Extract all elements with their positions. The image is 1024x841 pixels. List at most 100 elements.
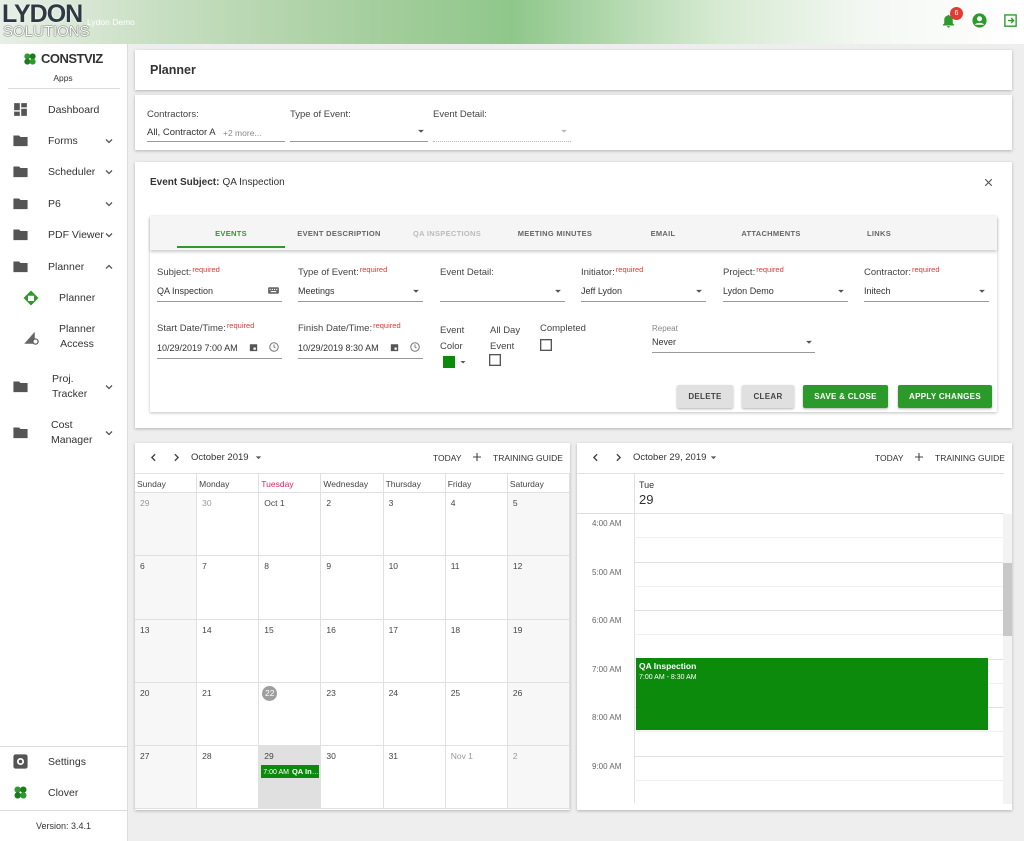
field-input[interactable] (157, 281, 282, 302)
add-button[interactable] (913, 451, 925, 463)
field-input[interactable] (581, 281, 706, 302)
training-guide[interactable]: TRAINING GUIDE (493, 453, 563, 463)
field-input[interactable] (298, 281, 423, 302)
day-cell[interactable] (507, 619, 570, 683)
day-cell[interactable] (445, 746, 508, 810)
day-cell[interactable] (321, 682, 384, 747)
day-cell[interactable] (321, 619, 384, 683)
next-button[interactable] (612, 451, 625, 464)
menu-item[interactable]: Clover (48, 787, 79, 799)
today-button[interactable]: TODAY (875, 453, 904, 463)
input-icon (267, 284, 280, 297)
day-cell[interactable] (135, 493, 198, 557)
today-button[interactable]: TODAY (433, 453, 462, 463)
prev-button[interactable] (589, 451, 602, 464)
day-cell[interactable] (259, 556, 322, 620)
day-cell[interactable] (259, 493, 322, 557)
day-cell[interactable] (321, 556, 384, 620)
menu-item[interactable]: P6 (48, 198, 61, 210)
tab[interactable]: QA INSPECTIONS (412, 229, 482, 238)
menu-item[interactable]: Dashboard (48, 104, 100, 116)
completed-checkbox[interactable] (538, 337, 554, 353)
scrollbar (1003, 514, 1012, 804)
menu-item[interactable]: PDF Viewer (48, 229, 104, 241)
menu-item[interactable]: Cost Manager (51, 419, 93, 446)
icon-shape (977, 16, 982, 22)
tab[interactable]: ATTACHMENTS (741, 229, 801, 238)
day-cell[interactable] (321, 746, 384, 810)
day-cell[interactable] (445, 682, 508, 747)
menu-item[interactable]: Planner (48, 261, 85, 273)
filter-input[interactable] (290, 125, 428, 142)
add-button[interactable] (471, 451, 483, 463)
day-cell[interactable] (135, 619, 198, 683)
day-cell[interactable] (197, 682, 260, 747)
day-cell[interactable] (383, 556, 446, 620)
menu-item[interactable]: Scheduler (48, 166, 96, 178)
menu-item[interactable]: Proj. Tracker (52, 373, 88, 400)
prev-button[interactable] (147, 451, 160, 464)
day-cell[interactable] (445, 493, 508, 557)
tab[interactable]: EVENTS (215, 229, 247, 238)
day-cell[interactable] (197, 493, 260, 557)
icon-shape (14, 792, 21, 799)
date-icon (389, 342, 400, 353)
day-cell[interactable] (383, 619, 446, 683)
button[interactable]: SAVE & CLOSE (803, 385, 888, 408)
day-cell[interactable] (507, 556, 570, 620)
menu-item[interactable]: Planner Access (59, 323, 96, 350)
day-cell[interactable] (445, 619, 508, 683)
field-input[interactable] (440, 281, 565, 302)
field-input[interactable] (864, 281, 989, 302)
filter-input[interactable] (433, 125, 571, 142)
day-cell[interactable] (383, 682, 446, 747)
day-cell[interactable] (259, 619, 322, 683)
menu-item[interactable]: Forms (48, 135, 78, 147)
day-cell[interactable] (135, 746, 198, 810)
event-title: QA Inspection (639, 661, 697, 671)
tab[interactable]: EVENT DESCRIPTION (297, 229, 381, 238)
icon-shape (555, 289, 561, 293)
day-number: 6 (140, 561, 145, 572)
calendar-title[interactable]: October 2019 (191, 452, 249, 463)
day-cell[interactable] (383, 493, 446, 557)
day-cell[interactable] (197, 746, 260, 810)
day-number-today: 22 (262, 685, 278, 701)
color-swatch[interactable] (443, 356, 455, 368)
day-cell[interactable] (321, 493, 384, 557)
field-input[interactable] (157, 338, 282, 359)
icon-shape (105, 202, 113, 207)
field-input[interactable] (298, 338, 423, 359)
day-cell[interactable] (135, 682, 198, 747)
all-day-checkbox[interactable] (487, 352, 503, 368)
day-cell[interactable] (445, 556, 508, 620)
filter-input[interactable] (147, 125, 285, 142)
version: Version: 3.4.1 (35, 821, 92, 831)
field-input[interactable] (723, 281, 848, 302)
button[interactable]: APPLY CHANGES (898, 385, 992, 408)
menu-item[interactable]: Planner (59, 292, 96, 304)
button[interactable]: DELETE (677, 385, 733, 408)
menu-item[interactable]: Settings (48, 756, 86, 768)
day-cell[interactable] (507, 682, 570, 747)
day-cell[interactable] (383, 746, 446, 810)
tab[interactable]: LINKS (867, 229, 891, 238)
training-guide[interactable]: TRAINING GUIDE (935, 453, 1005, 463)
tab[interactable]: MEETING MINUTES (517, 229, 593, 238)
scroll-thumb[interactable] (1003, 563, 1012, 636)
calendar-title[interactable]: October 29, 2019 (633, 452, 707, 463)
field-input[interactable] (652, 334, 815, 353)
day-cell[interactable] (197, 619, 260, 683)
button[interactable]: CLEAR (742, 385, 794, 408)
day-event[interactable]: QA Inspection 7:00 AM - 8:30 AM (636, 658, 988, 730)
next-button[interactable] (170, 451, 183, 464)
day-cell[interactable] (135, 556, 198, 620)
day-cell[interactable] (197, 556, 260, 620)
day-number: 27 (140, 751, 150, 762)
icon-shape (273, 344, 276, 349)
tab[interactable]: EMAIL (650, 229, 676, 238)
day-cell[interactable] (507, 493, 570, 557)
day-cell[interactable] (507, 746, 570, 810)
hour-line (634, 610, 1004, 611)
